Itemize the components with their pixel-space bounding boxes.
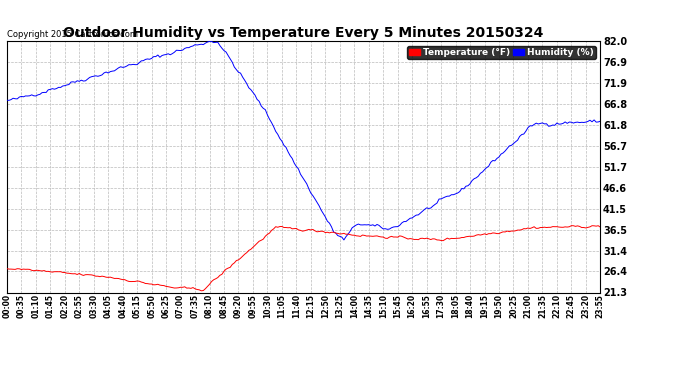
Text: Copyright 2015 Cartronics.com: Copyright 2015 Cartronics.com (7, 30, 138, 39)
Title: Outdoor Humidity vs Temperature Every 5 Minutes 20150324: Outdoor Humidity vs Temperature Every 5 … (63, 26, 544, 40)
Legend: Temperature (°F), Humidity (%): Temperature (°F), Humidity (%) (406, 46, 595, 59)
